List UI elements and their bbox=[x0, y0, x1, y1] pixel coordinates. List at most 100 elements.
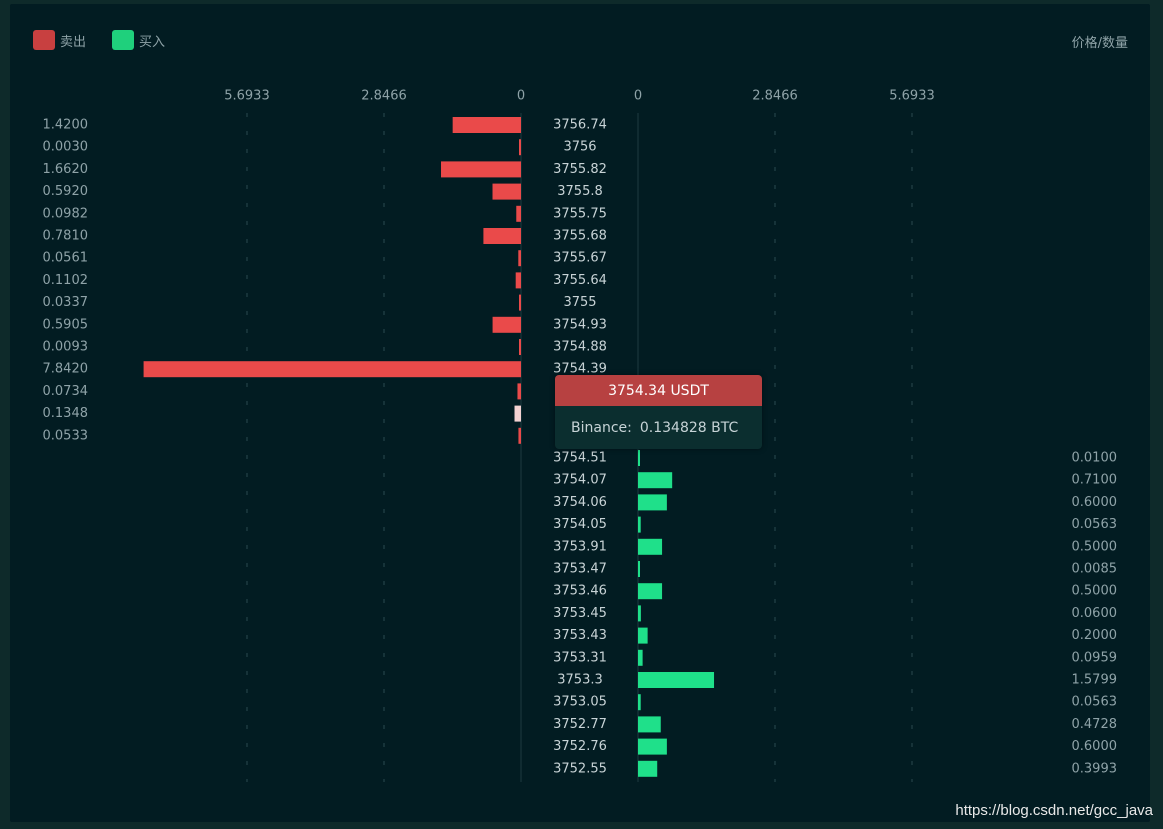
bid-price-label: 3754.05 bbox=[553, 517, 607, 532]
ask-amount-label: 0.7810 bbox=[43, 229, 89, 244]
bid-price-label: 3754.06 bbox=[553, 495, 607, 510]
legend-buy[interactable]: 买入 bbox=[112, 30, 165, 50]
bid-bar bbox=[638, 561, 640, 577]
bid-amount-label: 0.0563 bbox=[1072, 517, 1118, 532]
bid-price-label: 3753.3 bbox=[557, 673, 603, 688]
legend-sell-label: 卖出 bbox=[60, 34, 87, 50]
ask-price-label: 3755.82 bbox=[553, 162, 607, 177]
ask-bar bbox=[483, 228, 521, 244]
ask-amount-label: 1.4200 bbox=[43, 118, 89, 133]
axis-tick-label: 5.6933 bbox=[224, 89, 270, 104]
ask-amount-label: 0.0734 bbox=[43, 384, 89, 399]
axis-tick-label: 2.8466 bbox=[361, 89, 407, 104]
ask-price-label: 3755.75 bbox=[553, 206, 607, 221]
bid-price-label: 3752.77 bbox=[553, 717, 607, 732]
bid-amount-label: 0.5000 bbox=[1072, 584, 1118, 599]
ask-price-label: 3756.74 bbox=[553, 118, 607, 133]
axis-tick-label: 0 bbox=[634, 89, 642, 104]
bid-bar bbox=[638, 472, 673, 489]
ask-bar bbox=[143, 361, 521, 378]
bid-amount-label: 0.6000 bbox=[1072, 495, 1118, 510]
ask-price-label: 3754.93 bbox=[553, 317, 607, 332]
bid-amount-label: 0.2000 bbox=[1072, 628, 1118, 643]
ask-bar bbox=[519, 339, 521, 355]
bid-amount-label: 1.5799 bbox=[1072, 673, 1118, 688]
ask-bar bbox=[516, 205, 521, 222]
ask-price-label: 3755.64 bbox=[553, 273, 607, 288]
ask-bar bbox=[519, 294, 521, 311]
ask-bar bbox=[517, 383, 521, 400]
bid-bar bbox=[638, 627, 648, 644]
ask-price-label: 3755.67 bbox=[553, 251, 607, 266]
watermark: https://blog.csdn.net/gcc_java bbox=[955, 802, 1153, 819]
price-amount-label: 价格/数量 bbox=[1071, 36, 1128, 51]
ask-amount-label: 0.0561 bbox=[43, 251, 89, 266]
axis-tick-label: 2.8466 bbox=[752, 89, 798, 104]
ask-amount-label: 0.0982 bbox=[43, 206, 89, 221]
bid-price-label: 3752.76 bbox=[553, 739, 607, 754]
bid-amount-label: 0.0600 bbox=[1072, 606, 1118, 621]
legend-buy-label: 买入 bbox=[139, 34, 166, 50]
tooltip-body: Binance: 0.134828 BTC bbox=[555, 406, 762, 449]
bid-bar bbox=[638, 605, 641, 622]
ask-price-label: 3754.39 bbox=[553, 362, 607, 377]
bid-amount-label: 0.4728 bbox=[1072, 717, 1118, 732]
bid-price-label: 3752.55 bbox=[553, 761, 607, 776]
tooltip: 3754.34 USDT Binance: 0.134828 BTC bbox=[555, 375, 762, 449]
bid-amount-label: 0.0100 bbox=[1072, 451, 1118, 466]
bid-price-label: 3754.07 bbox=[553, 473, 607, 488]
ask-price-label: 3754.88 bbox=[553, 340, 607, 355]
bid-bar bbox=[638, 672, 715, 688]
legend-sell-swatch bbox=[33, 30, 55, 50]
bid-price-label: 3753.31 bbox=[553, 650, 607, 665]
ask-bar bbox=[518, 250, 521, 267]
tooltip-amount: 0.134828 BTC bbox=[639, 419, 739, 436]
ask-bar bbox=[518, 427, 521, 444]
bid-bar bbox=[638, 760, 658, 777]
ask-bar bbox=[492, 183, 521, 200]
bid-bar bbox=[638, 716, 661, 733]
bid-amount-label: 0.0563 bbox=[1072, 695, 1118, 710]
ask-amount-label: 0.0093 bbox=[43, 340, 89, 355]
legend-sell[interactable]: 卖出 bbox=[33, 30, 86, 50]
ask-amount-label: 1.6620 bbox=[43, 162, 89, 177]
bid-bar bbox=[638, 583, 663, 600]
ask-bar bbox=[515, 272, 521, 289]
bid-amount-label: 0.5000 bbox=[1072, 539, 1118, 554]
bid-bar bbox=[638, 516, 641, 533]
bid-amount-label: 0.0085 bbox=[1072, 562, 1118, 577]
ask-amount-label: 0.5905 bbox=[43, 317, 89, 332]
ask-amount-label: 0.0030 bbox=[43, 140, 89, 155]
bid-price-label: 3754.51 bbox=[553, 451, 607, 466]
bid-price-label: 3753.45 bbox=[553, 606, 607, 621]
bid-amount-label: 0.6000 bbox=[1072, 739, 1118, 754]
bid-price-label: 3753.05 bbox=[553, 695, 607, 710]
bid-bar bbox=[638, 694, 641, 711]
bid-price-label: 3753.91 bbox=[553, 539, 607, 554]
ask-amount-label: 0.5920 bbox=[43, 184, 89, 199]
bid-bar bbox=[638, 738, 667, 755]
ask-amount-label: 0.1102 bbox=[43, 273, 89, 288]
bid-bar bbox=[638, 450, 640, 466]
bid-bar bbox=[638, 494, 667, 511]
bid-price-label: 3753.47 bbox=[553, 562, 607, 577]
tooltip-price: 3754.34 USDT bbox=[555, 375, 762, 406]
bid-bar bbox=[638, 538, 663, 555]
ask-amount-label: 7.8420 bbox=[43, 362, 89, 377]
ask-amount-label: 0.1348 bbox=[43, 406, 89, 421]
ask-price-label: 3756 bbox=[563, 140, 596, 155]
axis-tick-label: 5.6933 bbox=[889, 89, 935, 104]
bid-price-label: 3753.43 bbox=[553, 628, 607, 643]
ask-price-label: 3755.8 bbox=[557, 184, 603, 199]
bid-price-label: 3753.46 bbox=[553, 584, 607, 599]
bid-bar bbox=[638, 649, 643, 666]
ask-bar bbox=[452, 117, 521, 133]
bid-amount-label: 0.7100 bbox=[1072, 473, 1118, 488]
ask-bar bbox=[519, 139, 521, 156]
ask-bar bbox=[441, 161, 521, 178]
legend-buy-swatch bbox=[112, 30, 134, 50]
bid-amount-label: 0.3993 bbox=[1072, 761, 1118, 776]
axis-tick-label: 0 bbox=[517, 89, 525, 104]
ask-bar bbox=[492, 316, 521, 333]
